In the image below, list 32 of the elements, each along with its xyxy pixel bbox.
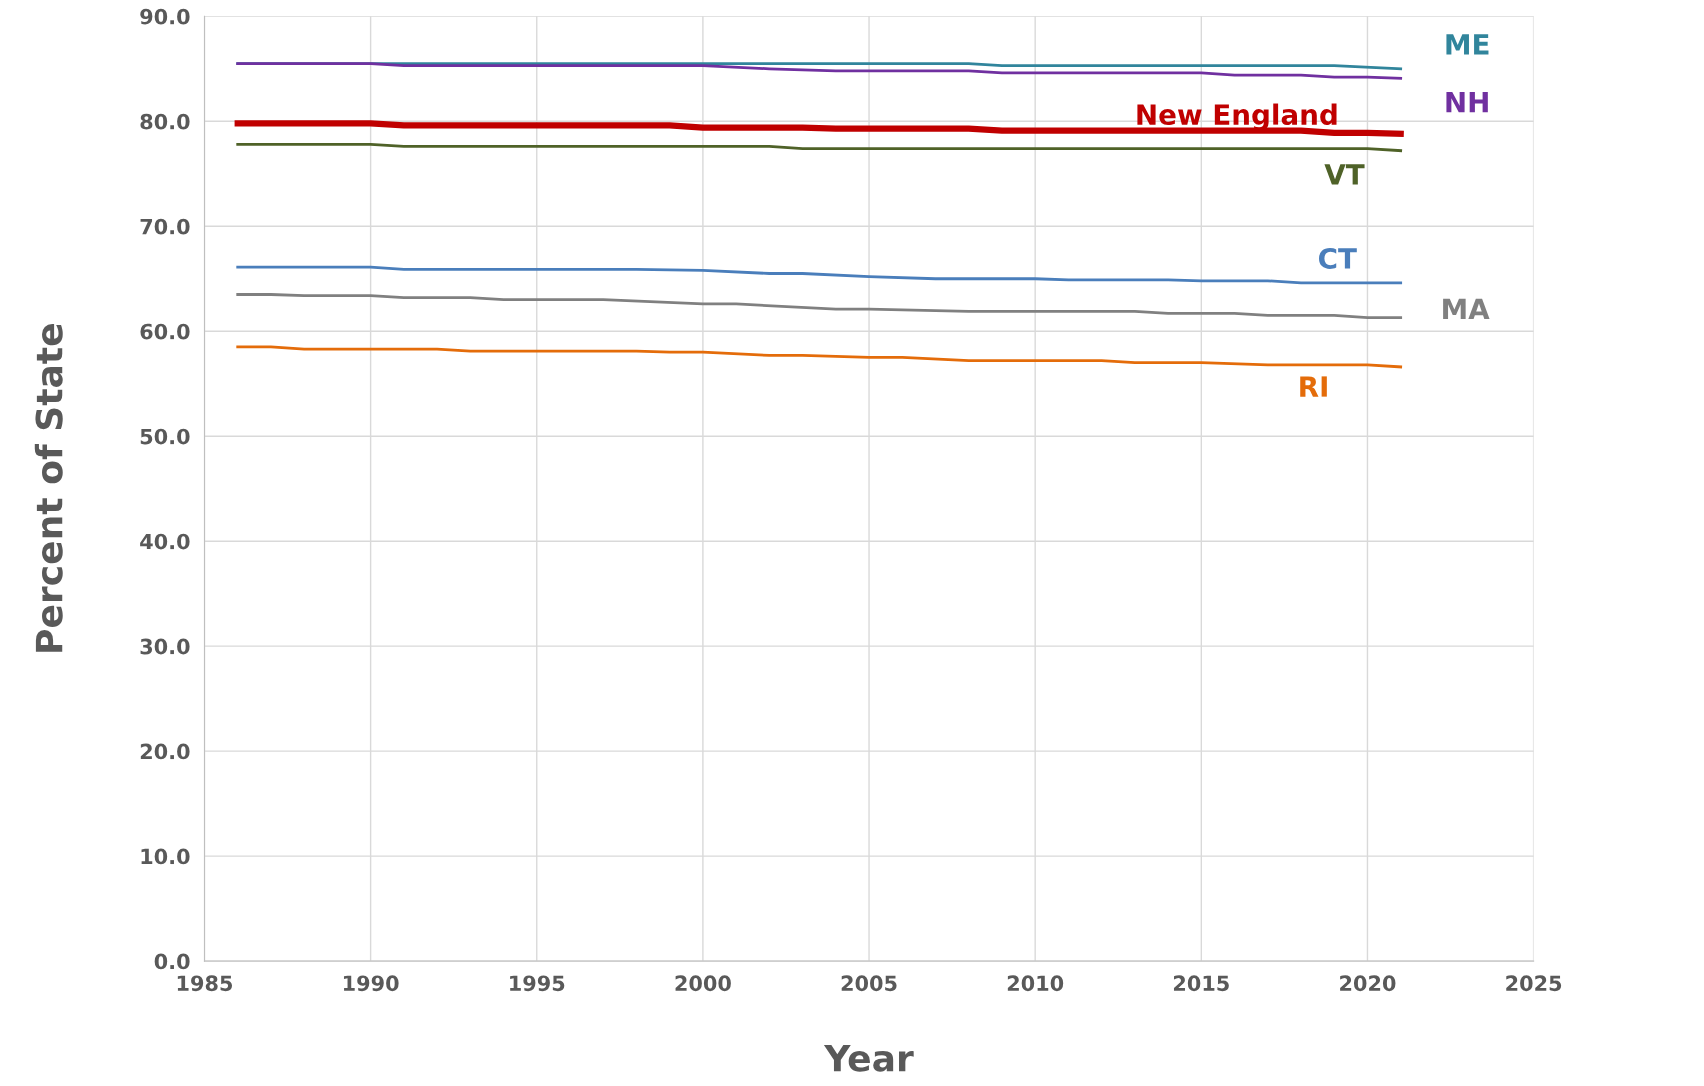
y-axis-title: Percent of State	[34, 324, 63, 652]
line-series	[236, 142, 1403, 153]
series-label: New England	[1137, 103, 1337, 131]
x-tick-label: 2020	[1340, 975, 1396, 992]
x-tick-label: 2015	[1173, 975, 1229, 992]
x-tick-label: 1990	[343, 975, 399, 992]
series-label: RI	[1300, 376, 1327, 397]
x-tick-label: 2010	[1007, 975, 1064, 992]
y-tick-label: 40.0	[140, 533, 190, 550]
y-tick-label: 60.0	[140, 323, 190, 340]
y-tick-label: 0.0	[154, 953, 190, 970]
y-tick-label: 20.0	[140, 743, 190, 760]
x-axis-title: Year	[823, 1044, 914, 1072]
x-tick-label: 1995	[510, 975, 565, 992]
series-label: ME	[1446, 34, 1489, 55]
line-series	[236, 293, 1403, 319]
y-tick-label: 80.0	[140, 113, 190, 130]
series-label: VT	[1324, 164, 1365, 185]
x-tick-label: 1985	[177, 975, 233, 992]
series-label: CT	[1319, 247, 1357, 269]
series-label: NH	[1446, 91, 1488, 113]
x-tick-label: 2000	[675, 975, 731, 992]
y-tick-label: 90.0	[140, 8, 190, 25]
y-tick-label: 70.0	[140, 218, 190, 235]
x-tick-label: 2025	[1506, 975, 1562, 992]
line-series	[236, 345, 1403, 369]
y-tick-label: 50.0	[140, 428, 190, 445]
series-label: MA	[1443, 298, 1490, 319]
y-tick-label: 30.0	[140, 638, 190, 655]
y-tick-label: 10.0	[141, 848, 190, 865]
line-series	[236, 62, 1403, 80]
x-tick-label: 2005	[841, 975, 897, 992]
